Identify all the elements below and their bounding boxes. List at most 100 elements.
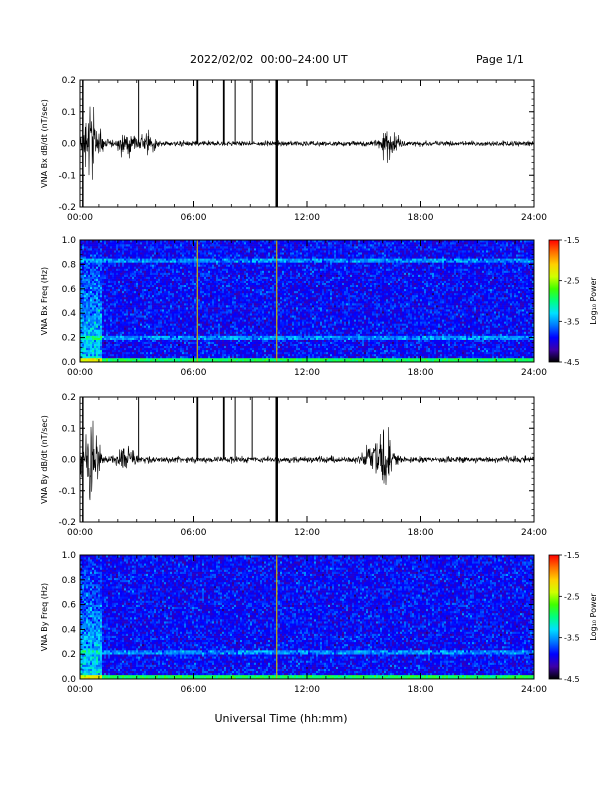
spectrogram-cell	[154, 244, 156, 246]
spectrogram-cell	[178, 329, 180, 331]
spectrogram-cell	[228, 299, 230, 301]
spectrogram-cell	[88, 303, 90, 305]
spectrogram-cell	[228, 315, 230, 317]
spectrogram-cell	[188, 287, 190, 289]
spectrogram-cell	[150, 356, 152, 358]
spectrogram-cell	[178, 281, 180, 283]
spectrogram-cell	[172, 319, 174, 321]
spectrogram-cell	[158, 327, 160, 329]
spectrogram-cell	[100, 277, 102, 279]
spectrogram-cell	[190, 256, 192, 258]
spectrogram-cell	[116, 260, 118, 262]
spectrogram-cell	[148, 262, 150, 264]
spectrogram-cell	[118, 334, 120, 336]
spectrogram-cell	[116, 293, 118, 295]
spectrogram-cell	[206, 329, 208, 331]
spectrogram-cell	[202, 279, 204, 281]
spectrogram-cell	[136, 313, 138, 315]
spectrogram-cell	[148, 277, 150, 279]
spectrogram-cell	[210, 329, 212, 331]
spectrogram-cell	[172, 338, 174, 340]
spectrogram-cell	[100, 291, 102, 293]
spectrogram-cell	[158, 348, 160, 350]
spectrogram-cell	[214, 338, 216, 340]
spectrogram-cell	[184, 350, 186, 352]
spectrogram-cell	[82, 271, 84, 273]
spectrogram-cell	[144, 340, 146, 342]
spectrogram-cell	[226, 342, 228, 344]
spectrogram-cell	[104, 354, 106, 356]
spectrogram-cell	[144, 334, 146, 336]
spectrogram-cell	[124, 281, 126, 283]
spectrogram-cell	[224, 258, 226, 260]
spectrogram-cell	[112, 256, 114, 258]
spectrogram-cell	[202, 321, 204, 323]
spectrogram-cell	[224, 332, 226, 334]
spectrogram-cell	[180, 279, 182, 281]
spectrogram-cell	[140, 321, 142, 323]
spectrogram-cell	[160, 350, 162, 352]
spectrogram-cell	[150, 307, 152, 309]
spectrogram-cell	[180, 301, 182, 303]
spectrogram-cell	[90, 254, 92, 256]
spectrogram-cell	[208, 295, 210, 297]
spectrogram-cell	[154, 307, 156, 309]
spectrogram-cell	[160, 329, 162, 331]
spectrogram-cell	[240, 246, 242, 248]
spectrogram-cell	[102, 254, 104, 256]
spectrogram-cell	[150, 281, 152, 283]
spectrogram-cell	[92, 283, 94, 285]
spectrogram-cell	[118, 313, 120, 315]
spectrogram-cell	[226, 305, 228, 307]
spectrogram-cell	[144, 305, 146, 307]
spectrogram-cell	[82, 321, 84, 323]
spectrogram-cell	[86, 356, 88, 358]
spectrogram-cell	[182, 319, 184, 321]
spectrogram-cell	[192, 311, 194, 313]
spectrogram-cell	[144, 319, 146, 321]
spectrogram-cell	[134, 271, 136, 273]
spectrogram-cell	[204, 281, 206, 283]
spectrogram-cell	[92, 315, 94, 317]
spectrogram-cell	[90, 250, 92, 252]
spectrogram-cell	[122, 287, 124, 289]
spectrogram-cell	[118, 252, 120, 254]
spectrogram-cell	[162, 293, 164, 295]
spectrogram-cell	[206, 248, 208, 250]
spectrogram-cell	[166, 256, 168, 258]
spectrogram-cell	[218, 275, 220, 277]
spectrogram-cell	[226, 262, 228, 264]
spectrogram-cell	[194, 323, 196, 325]
spectrogram-cell	[170, 291, 172, 293]
spectrogram-cell	[84, 250, 86, 252]
spectrogram-cell	[206, 313, 208, 315]
spectrogram-cell	[86, 344, 88, 346]
spectrogram-cell	[130, 358, 132, 360]
spectrogram-cell	[212, 350, 214, 352]
spectrogram-cell	[110, 305, 112, 307]
spectrogram-cell	[180, 295, 182, 297]
spectrogram-cell	[158, 307, 160, 309]
spectrogram-cell	[94, 352, 96, 354]
spectrogram-cell	[168, 327, 170, 329]
spectrogram-cell	[134, 332, 136, 334]
spectrogram-cell	[226, 358, 228, 360]
spectrogram-cell	[146, 287, 148, 289]
spectrogram-cell	[124, 254, 126, 256]
spectrogram-cell	[236, 327, 238, 329]
spectrogram-cell	[134, 273, 136, 275]
spectrogram-cell	[164, 264, 166, 266]
spectrogram-cell	[144, 311, 146, 313]
spectrogram-cell	[128, 281, 130, 283]
spectrogram-cell	[206, 262, 208, 264]
spectrogram-cell	[206, 327, 208, 329]
spectrogram-cell	[140, 252, 142, 254]
spectrogram-cell	[174, 354, 176, 356]
spectrogram-cell	[202, 248, 204, 250]
spectrogram-cell	[198, 338, 200, 340]
spectrogram-cell	[164, 291, 166, 293]
spectrogram-cell	[106, 244, 108, 246]
spectrogram-cell	[210, 321, 212, 323]
spectrogram-cell	[204, 346, 206, 348]
spectrogram-cell	[168, 289, 170, 291]
